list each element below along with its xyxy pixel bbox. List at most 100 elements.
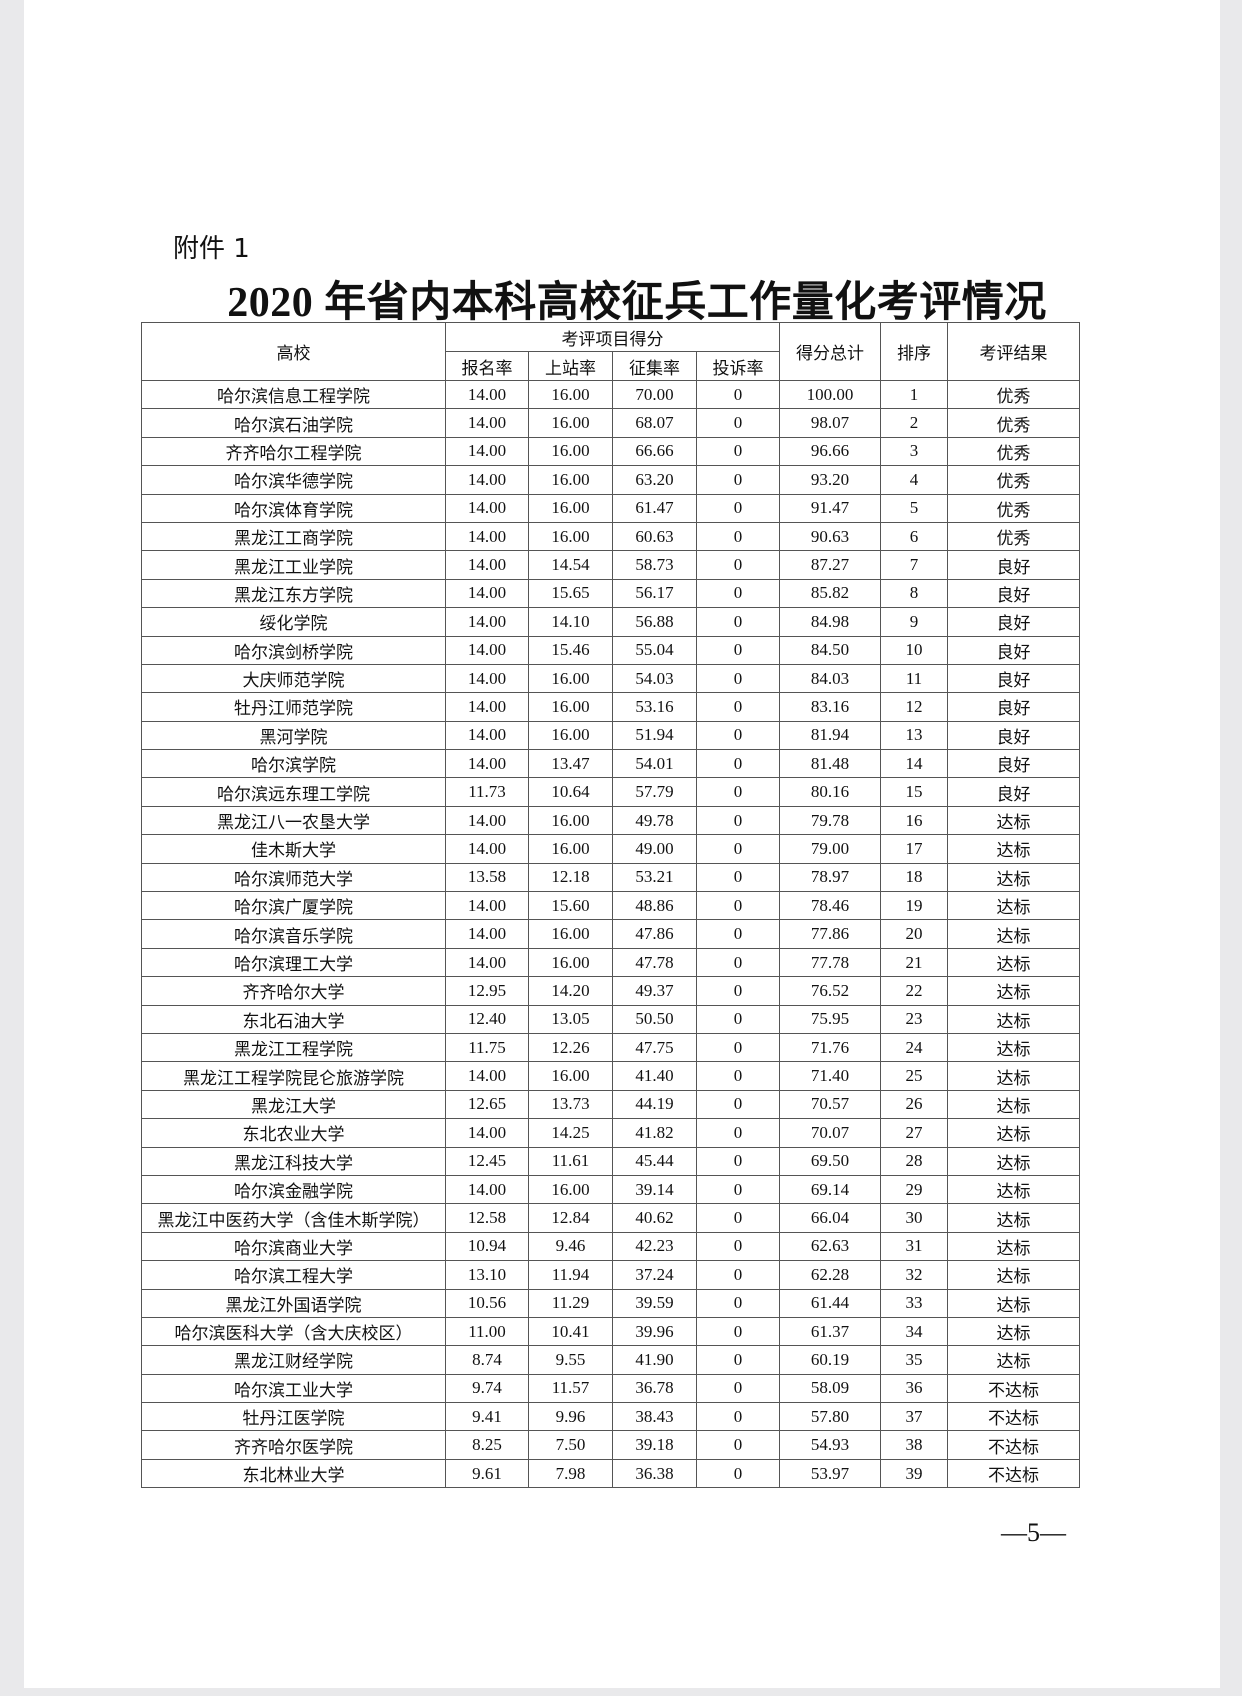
table-row: 哈尔滨商业大学 10.94 9.46 42.23 0 62.63 31 达标: [141, 1231, 1080, 1262]
cell-enlistment-rate: 58.73: [612, 550, 697, 580]
cell-total-score: 76.52: [779, 976, 881, 1006]
cell-enlistment-rate: 39.59: [612, 1288, 697, 1318]
cell-total-score: 79.00: [779, 834, 881, 864]
table-row: 牡丹江医学院 9.41 9.96 38.43 0 57.80 37 不达标: [141, 1402, 1080, 1432]
cell-registration-rate: 14.00: [445, 578, 529, 609]
cell-total-score: 70.57: [779, 1089, 881, 1120]
cell-station-rate: 14.20: [528, 976, 613, 1006]
table-row: 齐齐哈尔工程学院 14.00 16.00 66.66 0 96.66 3 优秀: [141, 436, 1080, 467]
cell-school: 哈尔滨理工大学: [141, 947, 446, 978]
cell-rank: 6: [880, 521, 948, 552]
cell-enlistment-rate: 47.86: [612, 919, 697, 949]
cell-enlistment-rate: 41.82: [612, 1118, 697, 1148]
cell-total-score: 77.86: [779, 919, 881, 949]
cell-rank: 30: [880, 1203, 948, 1233]
cell-school: 黑龙江东方学院: [141, 578, 446, 609]
cell-school: 哈尔滨信息工程学院: [141, 379, 446, 410]
cell-station-rate: 13.05: [528, 1004, 613, 1034]
cell-total-score: 85.82: [779, 578, 881, 609]
cell-registration-rate: 12.65: [445, 1089, 529, 1120]
cell-school: 哈尔滨师范大学: [141, 862, 446, 893]
cell-result: 达标: [947, 834, 1080, 864]
table-row: 黑龙江科技大学 12.45 11.61 45.44 0 69.50 28 达标: [141, 1146, 1080, 1176]
cell-total-score: 75.95: [779, 1004, 881, 1034]
cell-total-score: 87.27: [779, 550, 881, 580]
cell-rank: 8: [880, 578, 948, 609]
attachment-label: 附件 1: [173, 234, 250, 264]
cell-enlistment-rate: 49.78: [612, 805, 697, 836]
cell-registration-rate: 14.00: [445, 805, 529, 836]
cell-rank: 34: [880, 1316, 948, 1347]
cell-school: 东北石油大学: [141, 1004, 446, 1034]
table-row: 哈尔滨音乐学院 14.00 16.00 47.86 0 77.86 20 达标: [141, 919, 1080, 949]
cell-result: 良好: [947, 777, 1080, 807]
cell-rank: 26: [880, 1089, 948, 1120]
cell-complaint-rate: 0: [696, 465, 780, 495]
table-row: 大庆师范学院 14.00 16.00 54.03 0 84.03 11 良好: [141, 663, 1080, 694]
table-row: 黑龙江八一农垦大学 14.00 16.00 49.78 0 79.78 16 达标: [141, 805, 1080, 836]
cell-complaint-rate: 0: [696, 1146, 780, 1176]
cell-registration-rate: 9.61: [445, 1458, 529, 1489]
cell-complaint-rate: 0: [696, 834, 780, 864]
cell-total-score: 69.50: [779, 1146, 881, 1176]
cell-enlistment-rate: 39.18: [612, 1430, 697, 1460]
cell-result: 达标: [947, 1118, 1080, 1148]
cell-registration-rate: 12.58: [445, 1203, 529, 1233]
cell-complaint-rate: 0: [696, 862, 780, 893]
cell-total-score: 81.48: [779, 749, 881, 779]
cell-station-rate: 14.25: [528, 1118, 613, 1148]
cell-result: 达标: [947, 947, 1080, 978]
cell-complaint-rate: 0: [696, 749, 780, 779]
cell-school: 哈尔滨工程大学: [141, 1260, 446, 1290]
table-row: 黑龙江财经学院 8.74 9.55 41.90 0 60.19 35 达标: [141, 1345, 1080, 1375]
cell-station-rate: 16.00: [528, 436, 613, 467]
cell-result: 优秀: [947, 436, 1080, 467]
cell-registration-rate: 14.00: [445, 635, 529, 665]
cell-complaint-rate: 0: [696, 379, 780, 410]
cell-total-score: 83.16: [779, 692, 881, 722]
header-complaint-rate: 投诉率: [696, 351, 780, 381]
cell-school: 佳木斯大学: [141, 834, 446, 864]
cell-station-rate: 15.60: [528, 891, 613, 921]
cell-result: 良好: [947, 749, 1080, 779]
cell-school: 齐齐哈尔大学: [141, 976, 446, 1006]
cell-station-rate: 16.00: [528, 465, 613, 495]
cell-rank: 32: [880, 1260, 948, 1290]
table-row: 黑龙江大学 12.65 13.73 44.19 0 70.57 26 达标: [141, 1089, 1080, 1120]
cell-complaint-rate: 0: [696, 1345, 780, 1375]
cell-enlistment-rate: 40.62: [612, 1203, 697, 1233]
cell-station-rate: 16.00: [528, 692, 613, 722]
cell-school: 哈尔滨华德学院: [141, 465, 446, 495]
cell-enlistment-rate: 41.40: [612, 1061, 697, 1091]
cell-total-score: 70.07: [779, 1118, 881, 1148]
cell-complaint-rate: 0: [696, 436, 780, 467]
cell-result: 不达标: [947, 1373, 1080, 1404]
cell-total-score: 57.80: [779, 1402, 881, 1432]
cell-station-rate: 16.00: [528, 805, 613, 836]
cell-school: 哈尔滨体育学院: [141, 493, 446, 523]
header-group: 考评项目得分: [445, 322, 780, 352]
cell-rank: 1: [880, 379, 948, 410]
cell-complaint-rate: 0: [696, 805, 780, 836]
header-result: 考评结果: [947, 322, 1080, 381]
cell-complaint-rate: 0: [696, 1288, 780, 1318]
cell-enlistment-rate: 38.43: [612, 1402, 697, 1432]
cell-rank: 12: [880, 692, 948, 722]
cell-station-rate: 7.50: [528, 1430, 613, 1460]
cell-station-rate: 9.96: [528, 1402, 613, 1432]
cell-total-score: 100.00: [779, 379, 881, 410]
cell-total-score: 69.14: [779, 1174, 881, 1205]
cell-result: 优秀: [947, 465, 1080, 495]
cell-station-rate: 16.00: [528, 919, 613, 949]
cell-total-score: 91.47: [779, 493, 881, 523]
cell-result: 良好: [947, 663, 1080, 694]
cell-complaint-rate: 0: [696, 1203, 780, 1233]
cell-station-rate: 11.61: [528, 1146, 613, 1176]
header-enlistment-rate: 征集率: [612, 351, 697, 381]
cell-rank: 37: [880, 1402, 948, 1432]
table-row: 哈尔滨医科大学（含大庆校区） 11.00 10.41 39.96 0 61.37 34 达标: [141, 1316, 1080, 1347]
cell-registration-rate: 14.00: [445, 379, 529, 410]
cell-registration-rate: 14.00: [445, 521, 529, 552]
cell-enlistment-rate: 47.78: [612, 947, 697, 978]
cell-station-rate: 16.00: [528, 1061, 613, 1091]
